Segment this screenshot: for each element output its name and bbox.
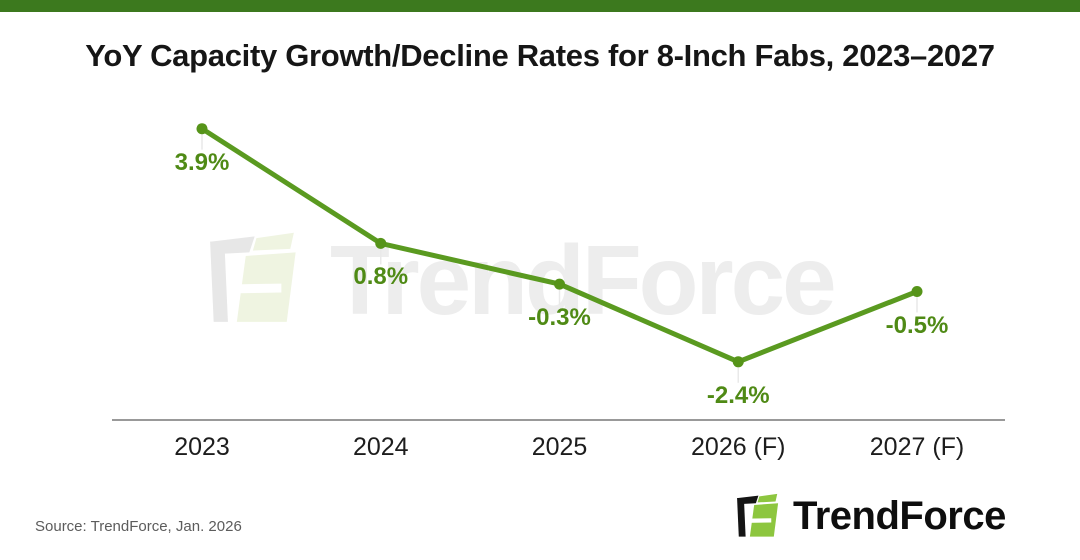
data-point-2026-F bbox=[732, 356, 744, 368]
trendforce-logo-text: TrendForce bbox=[793, 494, 1006, 538]
data-point-2023 bbox=[196, 123, 208, 135]
data-point-2027-F bbox=[911, 286, 923, 297]
value-label: 3.9% bbox=[174, 148, 230, 176]
value-label: -0.5% bbox=[885, 311, 949, 339]
source-note: Source: TrendForce, Jan. 2026 bbox=[35, 518, 242, 535]
x-tick-label: 2027 (F) bbox=[869, 433, 965, 461]
trendforce-logo: TrendForce bbox=[736, 491, 1006, 541]
x-tick-label: 2023 bbox=[174, 433, 230, 461]
x-tick-label: 2025 bbox=[531, 433, 588, 461]
page-title: YoY Capacity Growth/Decline Rates for 8-… bbox=[85, 38, 995, 73]
data-point-2024 bbox=[375, 237, 387, 249]
value-label: -0.3% bbox=[528, 304, 591, 332]
x-tick-label: 2026 (F) bbox=[691, 433, 786, 461]
value-label: -2.4% bbox=[706, 381, 770, 409]
x-tick-label: 2024 bbox=[352, 433, 409, 461]
top-accent-bar bbox=[0, 0, 1080, 12]
value-label: 0.8% bbox=[353, 263, 409, 291]
trendforce-mark-icon bbox=[737, 493, 779, 537]
data-point-2025 bbox=[554, 278, 565, 290]
